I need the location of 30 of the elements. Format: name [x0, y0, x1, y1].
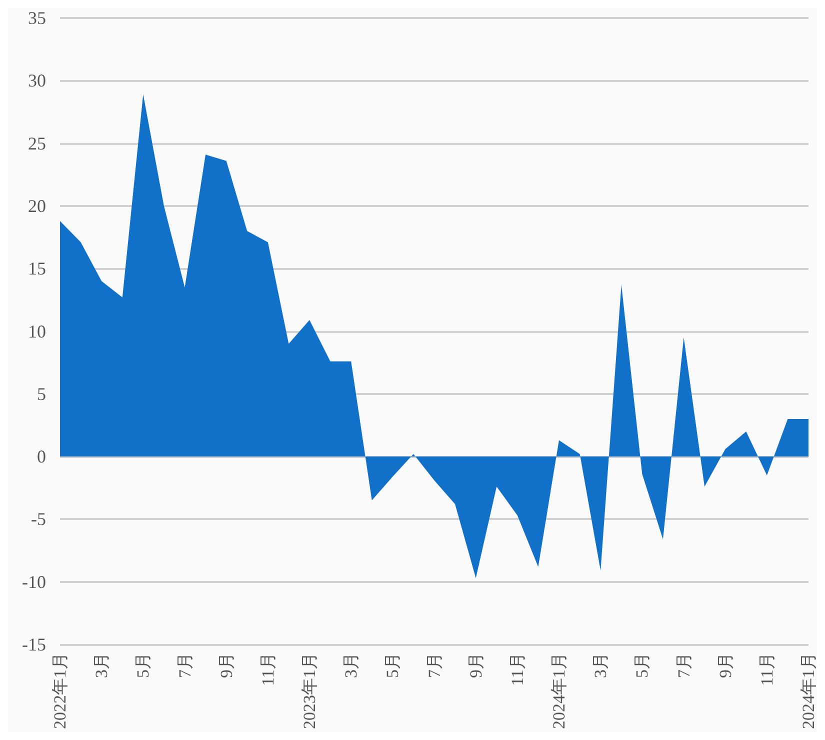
x-tick-label: 2023年1月: [300, 652, 319, 729]
x-tick-label: 3月: [342, 652, 361, 678]
y-tick-label: 0: [37, 446, 46, 467]
y-tick-label: -5: [31, 509, 46, 530]
x-tick-label: 2024年1月: [550, 652, 568, 729]
x-tick-label: 3月: [591, 652, 610, 678]
x-tick-label: 2024年1月: [799, 652, 818, 729]
x-tick-label: 5月: [632, 652, 652, 678]
x-tick-label: 11月: [757, 652, 776, 686]
x-tick-label: 7月: [674, 652, 694, 678]
x-tick-label: 7月: [175, 652, 194, 678]
x-tick-label: 9月: [466, 652, 486, 678]
x-tick-label: 9月: [216, 652, 236, 678]
x-tick-label: 2022年1月: [50, 652, 70, 729]
y-tick-label: -10: [22, 572, 46, 592]
y-tick-label: 30: [28, 70, 46, 91]
y-tick-label: 20: [28, 196, 46, 216]
y-tick-label: -15: [22, 634, 46, 654]
y-tick-label: 15: [28, 258, 46, 279]
x-tick-label: 7月: [424, 652, 444, 678]
y-tick-label: 25: [28, 133, 46, 154]
x-tick-label: 11月: [258, 652, 278, 686]
x-tick-label: 5月: [383, 652, 402, 678]
y-tick-label: 35: [28, 8, 46, 28]
x-tick-label: 3月: [92, 652, 112, 678]
y-tick-label: 5: [37, 384, 46, 404]
x-tick-label: 9月: [716, 652, 735, 678]
y-tick-label: 10: [28, 321, 46, 342]
x-tick-label: 11月: [508, 652, 527, 686]
x-tick-label: 5月: [134, 652, 153, 678]
